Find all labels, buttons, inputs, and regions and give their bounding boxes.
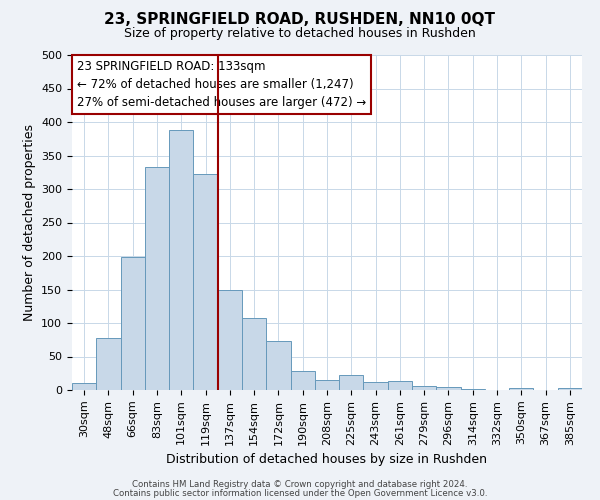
Text: 23, SPRINGFIELD ROAD, RUSHDEN, NN10 0QT: 23, SPRINGFIELD ROAD, RUSHDEN, NN10 0QT	[104, 12, 496, 28]
Text: Contains public sector information licensed under the Open Government Licence v3: Contains public sector information licen…	[113, 488, 487, 498]
Bar	[145, 167, 169, 390]
Bar	[388, 382, 412, 390]
Bar	[72, 384, 96, 390]
Bar	[193, 174, 218, 390]
Bar	[218, 290, 242, 390]
Bar	[266, 341, 290, 390]
Bar	[436, 388, 461, 390]
Y-axis label: Number of detached properties: Number of detached properties	[23, 124, 35, 321]
Bar	[412, 386, 436, 390]
Bar	[169, 130, 193, 390]
Bar	[509, 388, 533, 390]
Bar	[121, 258, 145, 390]
Text: 23 SPRINGFIELD ROAD: 133sqm
← 72% of detached houses are smaller (1,247)
27% of : 23 SPRINGFIELD ROAD: 133sqm ← 72% of det…	[77, 60, 367, 109]
Bar	[96, 338, 121, 390]
Bar	[364, 382, 388, 390]
Text: Size of property relative to detached houses in Rushden: Size of property relative to detached ho…	[124, 28, 476, 40]
Bar	[558, 388, 582, 390]
Bar	[242, 318, 266, 390]
X-axis label: Distribution of detached houses by size in Rushden: Distribution of detached houses by size …	[167, 453, 487, 466]
Text: Contains HM Land Registry data © Crown copyright and database right 2024.: Contains HM Land Registry data © Crown c…	[132, 480, 468, 489]
Bar	[290, 371, 315, 390]
Bar	[315, 380, 339, 390]
Bar	[339, 376, 364, 390]
